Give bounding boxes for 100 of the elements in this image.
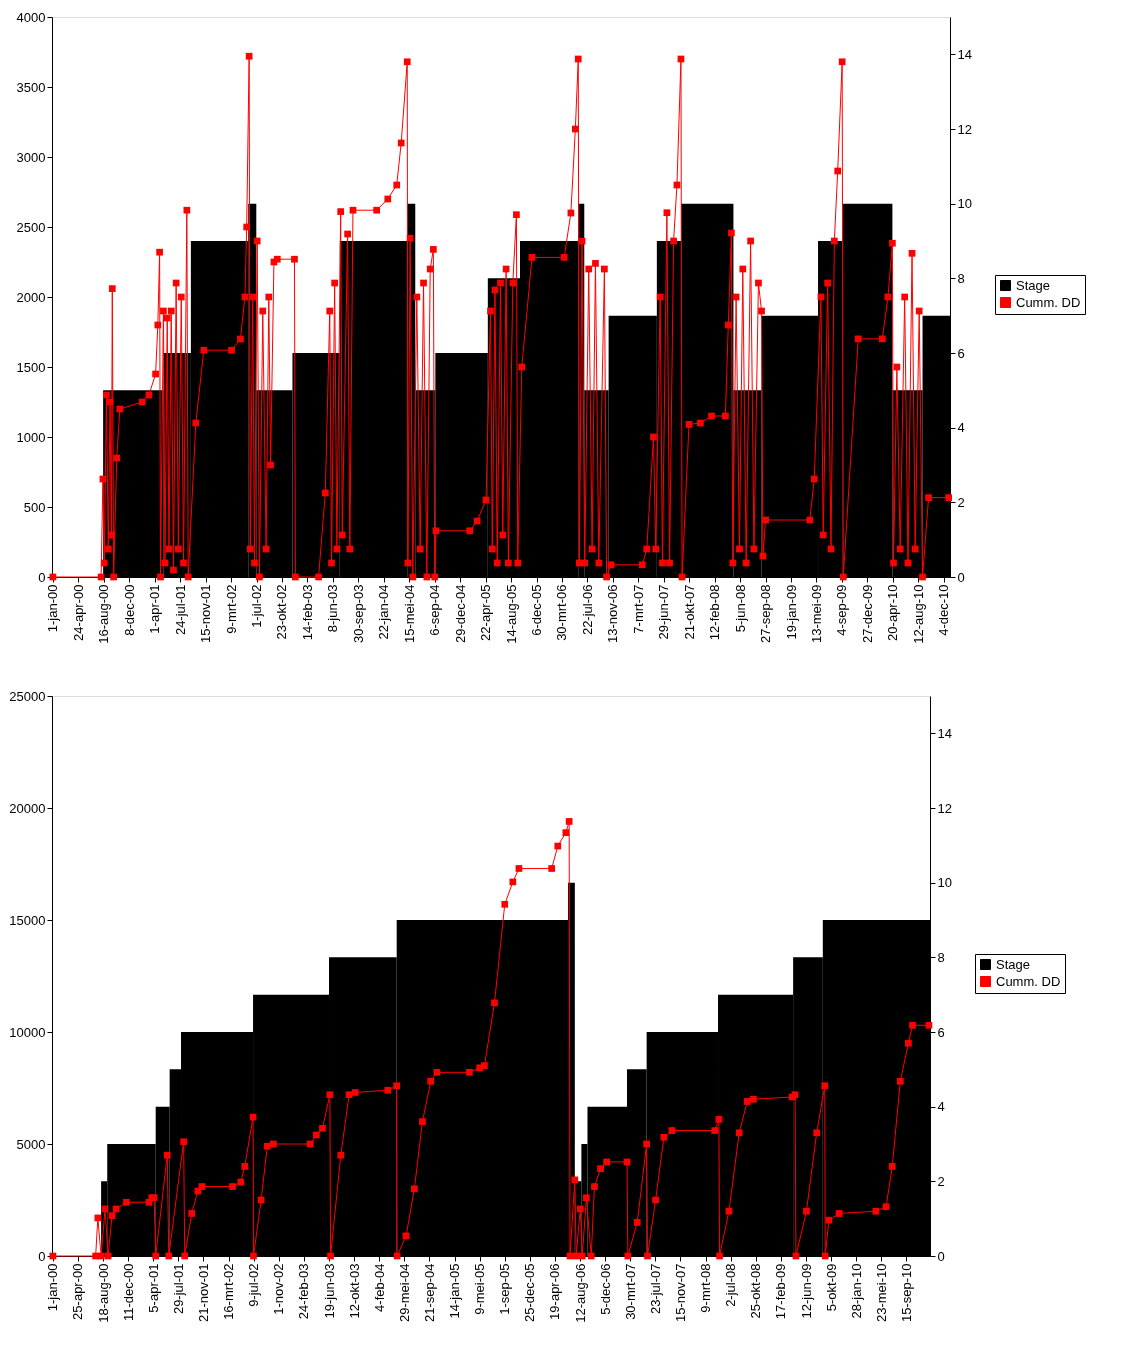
x-tick-label: 17-feb-09: [773, 1263, 789, 1320]
y2-tick-label: 8: [937, 949, 945, 965]
x-tick-label: 1-sep-05: [497, 1263, 513, 1315]
x-tick-label: 16-mrt-02: [221, 1263, 237, 1320]
x-tick-label: 5-okt-09: [823, 1263, 839, 1312]
x-tick-label: 23-mei-10: [873, 1263, 889, 1323]
x-tick-label: 9-mrt-02: [223, 584, 239, 634]
x-tick-label: 25-apr-00: [70, 1263, 86, 1320]
x-tick-label: 23-okt-02: [274, 584, 290, 640]
y2-tick-label: 4: [937, 1099, 945, 1115]
y2-tick-label: 6: [937, 1024, 945, 1040]
x-tick-label: 30-mrt-07: [622, 1263, 638, 1320]
x-tick-label: 15-nov-01: [198, 584, 214, 644]
legend-label: Cumm. DD: [996, 973, 1061, 989]
x-tick-label: 15-sep-10: [898, 1263, 914, 1323]
y2-tick-label: 14: [937, 725, 952, 741]
x-tick-label: 16-aug-00: [96, 584, 112, 644]
x-tick-label: 12-aug-10: [910, 584, 926, 644]
y-tick-label: 15000: [9, 912, 46, 928]
x-tick-label: 8-dec-00: [121, 584, 137, 636]
y2-tick-label: 10: [957, 196, 972, 212]
x-tick-label: 4-sep-09: [834, 584, 850, 636]
x-tick-label: 30-mrt-06: [554, 584, 570, 641]
x-tick-label: 4-dec-10: [936, 584, 952, 636]
x-tick-label: 9-mei-05: [472, 1263, 488, 1315]
y-tick-label: 3500: [16, 79, 46, 95]
x-tick-label: 13-nov-06: [605, 584, 621, 644]
x-tick-label: 29-mei-04: [396, 1263, 412, 1323]
y-tick-label: 1000: [16, 429, 46, 445]
y2-tick-label: 10: [937, 875, 952, 891]
x-tick-label: 24-jul-01: [172, 584, 188, 636]
x-tick-label: 13-mei-09: [808, 584, 824, 644]
x-tick-label: 14-feb-03: [299, 584, 315, 641]
x-tick-label: 4-feb-04: [371, 1263, 387, 1312]
y-tick-label: 2000: [16, 289, 46, 305]
x-tick-label: 9-mrt-08: [698, 1263, 714, 1313]
x-tick-label: 22-apr-05: [478, 584, 494, 641]
x-tick-label: 24-feb-03: [296, 1263, 312, 1320]
x-tick-label: 21-okt-07: [681, 584, 697, 640]
x-tick-label: 21-sep-04: [421, 1263, 437, 1323]
x-tick-label: 28-jan-10: [848, 1263, 864, 1319]
x-tick-label: 21-nov-01: [196, 1263, 211, 1323]
x-tick-label: 9-jul-02: [246, 1263, 262, 1307]
y-tick-label: 10000: [9, 1024, 46, 1040]
y-tick-label: 4000: [16, 9, 46, 25]
x-tick-label: 6-dec-05: [529, 584, 544, 636]
x-tick-label: 14-jan-05: [447, 1263, 463, 1319]
x-tick-label: 12-jun-09: [798, 1263, 814, 1319]
legend-label: Cumm. DD: [1016, 294, 1081, 310]
x-tick-label: 19-jan-09: [783, 584, 799, 640]
x-tick-label: 11-dec-00: [120, 1263, 136, 1322]
x-tick-label: 1-jul-02: [249, 584, 265, 628]
y-tick-label: 1500: [16, 359, 46, 375]
y2-tick-label: 12: [957, 121, 972, 137]
x-tick-label: 23-jul-07: [647, 1263, 663, 1315]
x-tick-label: 15-nov-07: [672, 1263, 688, 1323]
y2-tick-label: 0: [957, 569, 965, 585]
y-tick-label: 5000: [16, 1136, 46, 1152]
y-tick-label: 0: [38, 569, 46, 585]
x-tick-label: 12-aug-06: [572, 1263, 588, 1323]
x-tick-label: 29-dec-04: [452, 584, 468, 644]
x-tick-label: 7-mrt-07: [630, 584, 646, 634]
x-tick-label: 29-jun-07: [656, 584, 672, 640]
y2-tick-label: 12: [937, 800, 952, 816]
x-tick-label: 12-okt-03: [346, 1263, 362, 1319]
x-tick-label: 1-jan-00: [45, 1263, 61, 1312]
x-tick-label: 14-aug-05: [503, 584, 519, 644]
x-tick-label: 1-jan-00: [45, 584, 61, 633]
y2-tick-label: 14: [957, 46, 972, 62]
x-tick-label: 5-apr-01: [145, 1263, 161, 1313]
x-tick-label: 6-sep-04: [427, 584, 443, 636]
x-tick-label: 5-jun-08: [732, 584, 748, 633]
y2-tick-label: 6: [957, 345, 965, 361]
x-tick-label: 27-sep-08: [758, 584, 774, 644]
x-tick-label: 2-jul-08: [723, 1263, 739, 1307]
legend-label: Stage: [996, 956, 1030, 972]
x-tick-label: 20-apr-10: [885, 584, 901, 641]
x-tick-label: 1-apr-01: [147, 584, 163, 634]
x-tick-label: 22-jul-06: [579, 584, 595, 636]
x-tick-label: 18-aug-00: [95, 1263, 111, 1323]
x-tick-label: 27-dec-09: [859, 584, 875, 644]
x-tick-label: 8-jun-03: [325, 584, 341, 633]
x-tick-label: 24-apr-00: [70, 584, 86, 641]
x-tick-label: 1-nov-02: [271, 1263, 287, 1315]
y2-tick-label: 8: [957, 270, 965, 286]
legend-label: Stage: [1016, 277, 1050, 293]
x-tick-label: 22-jan-04: [376, 584, 392, 640]
y-tick-label: 20000: [9, 800, 46, 816]
x-tick-label: 29-jul-01: [170, 1263, 186, 1315]
x-tick-label: 30-sep-03: [350, 584, 366, 644]
y-tick-label: 25000: [9, 688, 46, 704]
x-tick-label: 19-jun-03: [321, 1263, 337, 1319]
x-tick-label: 25-dec-05: [522, 1263, 538, 1323]
x-tick-label: 5-dec-06: [597, 1263, 613, 1315]
y-tick-label: 500: [23, 499, 46, 515]
y2-tick-label: 2: [957, 494, 965, 510]
y2-tick-label: 2: [937, 1173, 945, 1189]
x-tick-label: 15-mei-04: [401, 584, 417, 644]
y2-tick-label: 0: [937, 1248, 945, 1264]
x-tick-label: 12-feb-08: [707, 584, 723, 641]
